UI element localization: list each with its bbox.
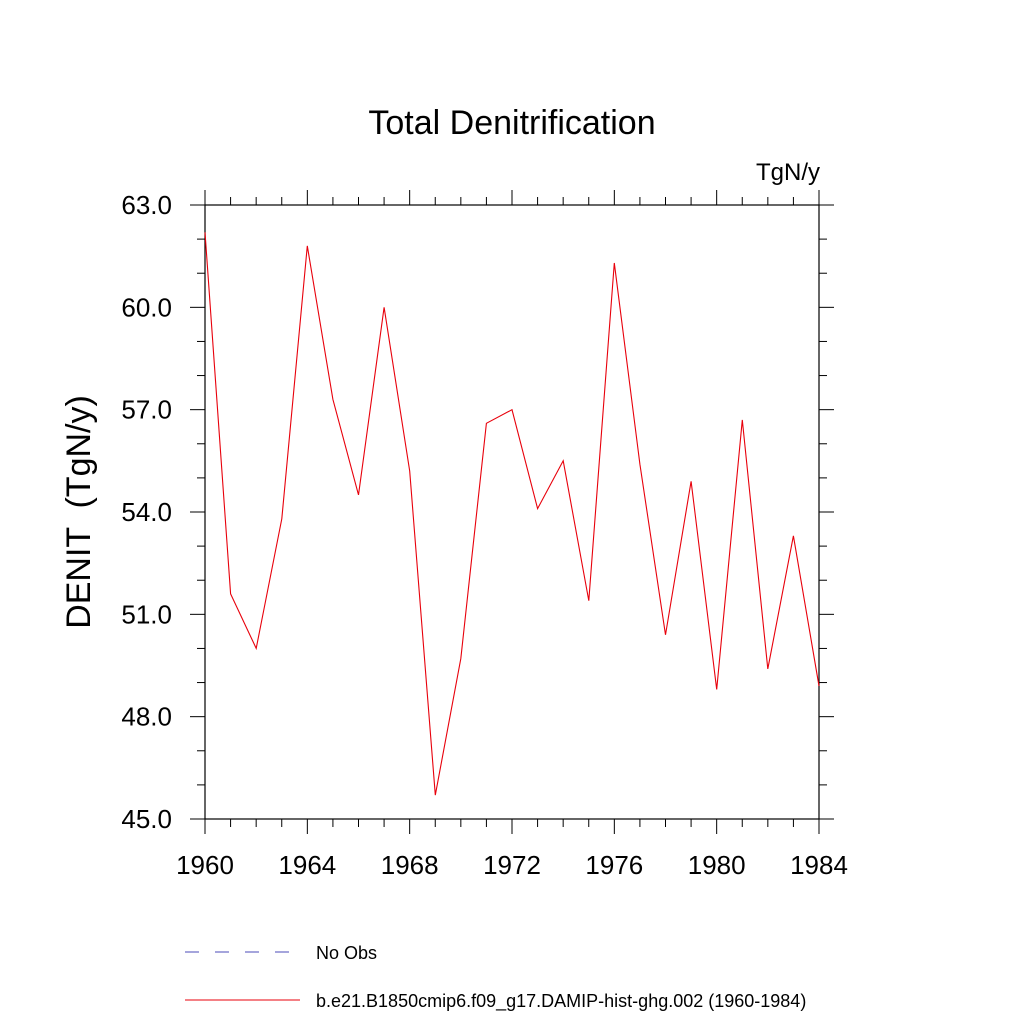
chart-title: Total Denitrification	[368, 104, 655, 142]
y-axis-label: DENIT (TgN/y)	[60, 395, 98, 629]
series-line	[204, 232, 820, 796]
axis-tick-labels: 1960 1964 1968 1972 1976 1980 1984 45.0 48.0 51.0…	[121, 190, 848, 880]
x-tick-label: 1984	[790, 850, 848, 880]
x-tick-label: 1972	[483, 850, 541, 880]
legend: No Obs b.e21.B1850cmip6.f09_g17.DAMIP-his…	[185, 943, 806, 1012]
x-tick-label: 1968	[381, 850, 439, 880]
y-tick-label: 54.0	[121, 497, 172, 527]
y-tick-label: 48.0	[121, 702, 172, 732]
legend-label: b.e21.B1850cmip6.f09_g17.DAMIP-hist-ghg.…	[316, 991, 806, 1012]
series-layer	[204, 232, 820, 796]
y-tick-label: 45.0	[121, 804, 172, 834]
plot-area-frame	[204, 204, 820, 820]
units-label: TgN/y	[756, 159, 820, 186]
x-tick-label: 1976	[585, 850, 643, 880]
y-tick-label: 60.0	[121, 292, 172, 322]
x-tick-label: 1960	[176, 850, 234, 880]
axis-ticks	[190, 190, 834, 834]
legend-label: No Obs	[316, 943, 377, 963]
y-tick-label: 51.0	[121, 599, 172, 629]
x-tick-label: 1964	[278, 850, 336, 880]
x-tick-label: 1980	[688, 850, 746, 880]
y-tick-label: 63.0	[121, 190, 172, 220]
y-tick-label: 57.0	[121, 395, 172, 425]
